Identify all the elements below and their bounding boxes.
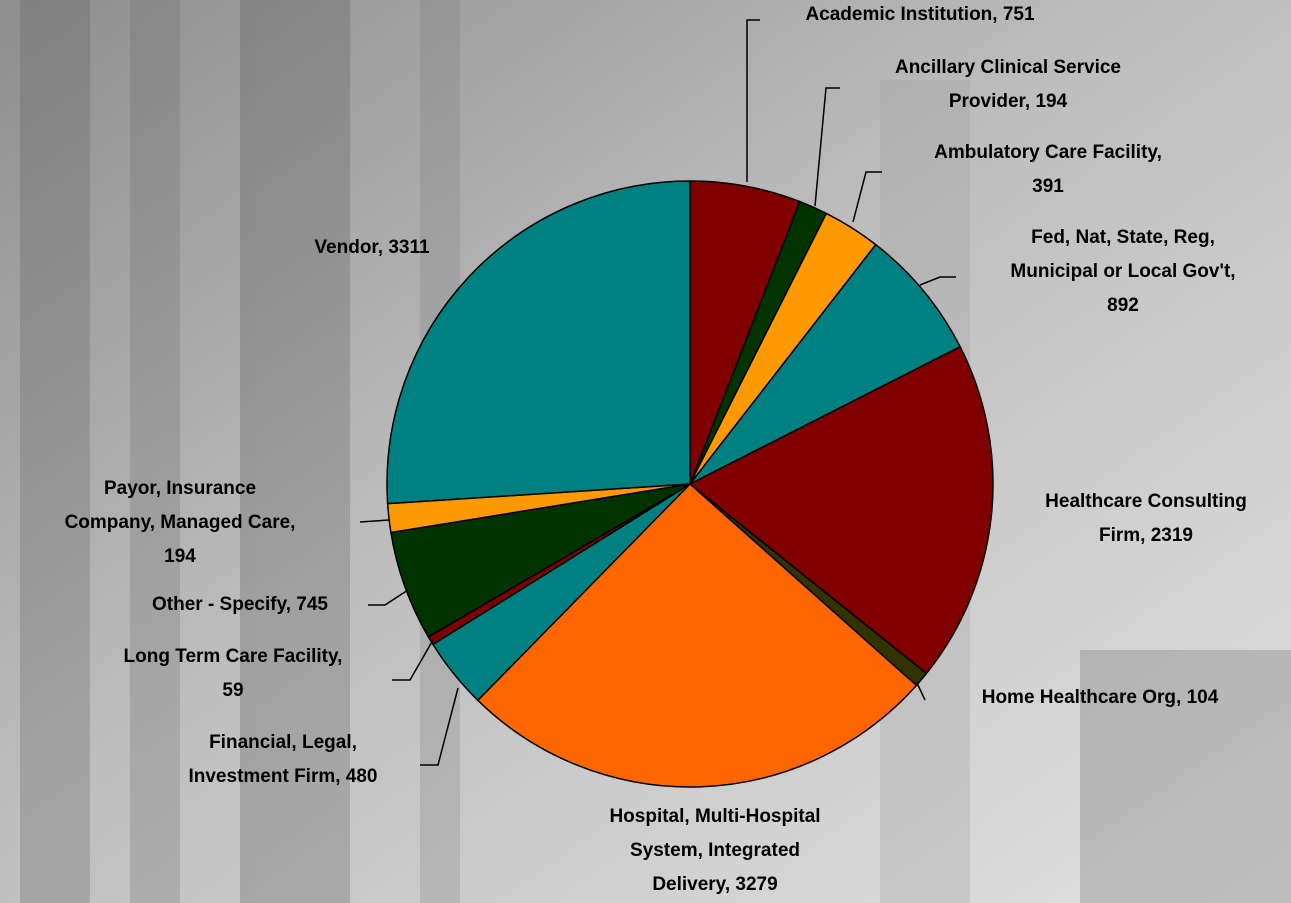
data-label: Payor, Insurance Company, Managed Care, 19… <box>65 478 296 567</box>
pie-slice <box>689 243 962 485</box>
pie-slice <box>476 482 918 788</box>
data-label: Ancillary Clinical Service Provider, 194 <box>895 57 1121 112</box>
leader-line <box>368 589 409 606</box>
data-label: Vendor, 3311 <box>314 237 430 258</box>
pie-slice <box>688 345 994 675</box>
pie-slice <box>386 180 691 505</box>
data-label: Academic Institution, 751 <box>805 4 1035 25</box>
data-label: Financial, Legal, Investment Firm, 480 <box>188 732 377 787</box>
leader-line <box>392 639 434 681</box>
leader-line <box>852 171 882 223</box>
leader-line <box>919 276 956 286</box>
data-label: Healthcare Consulting Firm, 2319 <box>1045 491 1247 546</box>
leader-line <box>420 687 459 766</box>
data-label: Hospital, Multi-Hospital System, Integrat… <box>609 806 820 895</box>
data-label: Long Term Care Facility, 59 <box>124 646 343 701</box>
data-label: Fed, Nat, State, Reg, Municipal or Local … <box>1010 227 1235 316</box>
leader-line <box>746 19 760 182</box>
leader-line <box>814 87 840 207</box>
leader-line <box>359 519 390 523</box>
leader-line <box>916 682 926 701</box>
data-label: Other - Specify, 745 <box>152 594 328 615</box>
data-label: Ambulatory Care Facility, 391 <box>934 142 1162 197</box>
data-label: Home Healthcare Org, 104 <box>982 687 1219 708</box>
